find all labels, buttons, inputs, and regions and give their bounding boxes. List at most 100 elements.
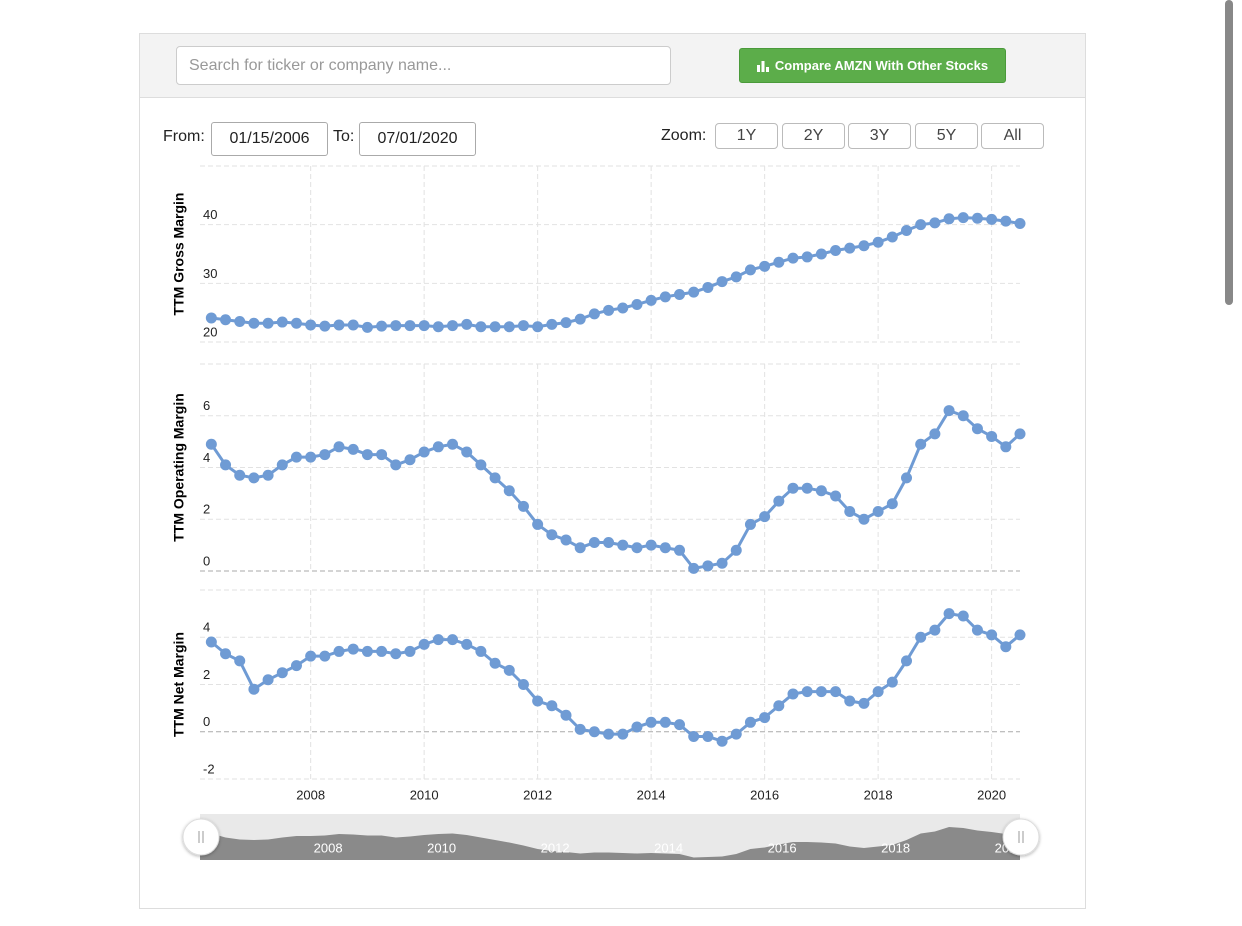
- data-point: [674, 719, 686, 731]
- data-point: [929, 217, 941, 229]
- data-point: [319, 449, 331, 461]
- data-point: [787, 482, 799, 494]
- zoom-button[interactable]: 1Y: [715, 123, 778, 149]
- data-point: [248, 317, 260, 329]
- data-point: [815, 248, 827, 260]
- y-axis-label: TTM Gross Margin: [171, 193, 187, 316]
- navigator-label: 2018: [881, 840, 910, 855]
- data-point: [220, 314, 232, 326]
- data-point: [333, 319, 345, 331]
- data-point: [730, 544, 742, 556]
- data-point: [943, 213, 955, 225]
- data-point: [830, 490, 842, 502]
- data-point: [858, 513, 870, 525]
- zoom-button[interactable]: 3Y: [848, 123, 911, 149]
- data-point: [532, 518, 544, 530]
- data-point: [815, 686, 827, 698]
- data-point: [915, 219, 927, 231]
- series-line: [211, 216, 1021, 329]
- data-point: [901, 472, 913, 484]
- data-point: [886, 231, 898, 243]
- data-point: [659, 291, 671, 303]
- zoom-button[interactable]: 5Y: [915, 123, 978, 149]
- data-point: [659, 716, 671, 728]
- data-point: [617, 728, 629, 740]
- data-point: [603, 304, 615, 316]
- to-input[interactable]: 07/01/2020: [359, 122, 476, 156]
- from-input[interactable]: 01/15/2006: [211, 122, 328, 156]
- data-point: [645, 716, 657, 728]
- navigator-label: 2012: [541, 840, 570, 855]
- data-point: [290, 451, 302, 463]
- data-point: [759, 712, 771, 724]
- data-point: [517, 320, 529, 332]
- data-point: [1014, 629, 1026, 641]
- data-point: [376, 449, 388, 461]
- data-point: [404, 320, 416, 332]
- from-label: From:: [163, 128, 205, 145]
- compare-button[interactable]: Compare AMZN With Other Stocks: [739, 48, 1006, 83]
- data-point: [603, 728, 615, 740]
- data-point: [390, 320, 402, 332]
- data-point: [390, 459, 402, 471]
- search-input[interactable]: Search for ticker or company name...: [176, 46, 671, 85]
- data-point: [858, 240, 870, 252]
- data-point: [588, 726, 600, 738]
- y-tick-label: 30: [203, 266, 217, 281]
- data-point: [546, 700, 558, 712]
- data-point: [262, 469, 274, 481]
- data-point: [305, 319, 317, 331]
- data-point: [971, 423, 983, 435]
- y-tick-label: 4: [203, 620, 210, 635]
- data-point: [986, 629, 998, 641]
- x-tick-label: 2010: [410, 787, 439, 802]
- data-point: [1000, 215, 1012, 227]
- data-point: [333, 645, 345, 657]
- data-point: [475, 321, 487, 333]
- data-point: [234, 469, 246, 481]
- navigator-handle[interactable]: [182, 818, 220, 856]
- navigator-label: 2014: [654, 840, 683, 855]
- data-point: [702, 560, 714, 572]
- data-point: [830, 686, 842, 698]
- data-point: [631, 721, 643, 733]
- data-point: [475, 645, 487, 657]
- data-point: [347, 319, 359, 331]
- navigator-label: 2008: [314, 840, 343, 855]
- data-point: [475, 459, 487, 471]
- data-point: [744, 716, 756, 728]
- data-point: [447, 320, 459, 332]
- data-point: [971, 212, 983, 224]
- data-point: [773, 700, 785, 712]
- data-point: [801, 482, 813, 494]
- data-point: [659, 542, 671, 554]
- data-point: [588, 537, 600, 549]
- data-point: [574, 542, 586, 554]
- data-point: [205, 438, 217, 450]
- data-point: [361, 645, 373, 657]
- data-point: [744, 264, 756, 276]
- data-point: [971, 624, 983, 636]
- data-point: [290, 660, 302, 672]
- data-point: [489, 321, 501, 333]
- navigator-handle[interactable]: [1002, 818, 1040, 856]
- data-point: [361, 321, 373, 333]
- scrollbar[interactable]: [1225, 0, 1233, 305]
- data-point: [759, 511, 771, 523]
- data-point: [205, 636, 217, 648]
- data-point: [234, 315, 246, 327]
- data-point: [489, 657, 501, 669]
- data-point: [830, 244, 842, 256]
- zoom-button[interactable]: 2Y: [782, 123, 845, 149]
- data-point: [532, 695, 544, 707]
- data-point: [957, 212, 969, 224]
- data-point: [645, 294, 657, 306]
- series-line: [210, 612, 1021, 743]
- data-point: [915, 438, 927, 450]
- data-point: [688, 730, 700, 742]
- data-point: [773, 495, 785, 507]
- data-point: [929, 624, 941, 636]
- data-point: [234, 655, 246, 667]
- zoom-button[interactable]: All: [981, 123, 1044, 149]
- data-point: [730, 271, 742, 283]
